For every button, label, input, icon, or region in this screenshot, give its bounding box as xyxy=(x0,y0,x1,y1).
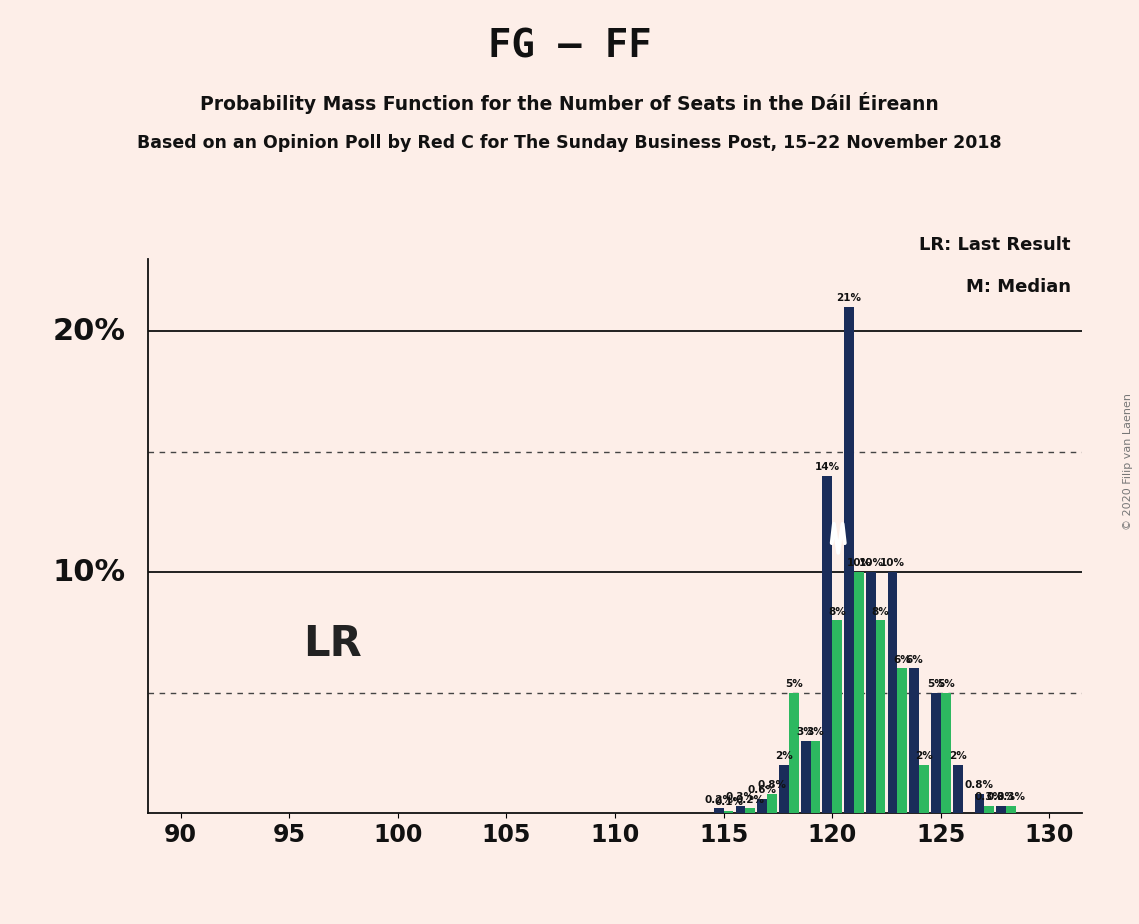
Text: 10%: 10% xyxy=(880,558,906,568)
Bar xyxy=(801,741,811,813)
Text: 5%: 5% xyxy=(937,679,954,689)
Bar xyxy=(822,476,833,813)
Text: 21%: 21% xyxy=(837,293,861,303)
Text: Based on an Opinion Poll by Red C for The Sunday Business Post, 15–22 November 2: Based on an Opinion Poll by Red C for Th… xyxy=(137,134,1002,152)
Bar xyxy=(941,693,951,813)
Bar xyxy=(866,572,876,813)
Bar xyxy=(1006,806,1016,813)
Bar xyxy=(723,810,734,813)
Text: 2%: 2% xyxy=(915,751,933,761)
Bar xyxy=(953,765,962,813)
Text: 0.2%: 0.2% xyxy=(704,795,734,805)
Bar xyxy=(931,693,941,813)
Text: 2%: 2% xyxy=(949,751,967,761)
Bar xyxy=(767,794,777,813)
Text: 10%: 10% xyxy=(846,558,871,568)
Bar xyxy=(984,806,994,813)
Bar xyxy=(887,572,898,813)
Text: M: Median: M: Median xyxy=(966,278,1071,296)
Bar xyxy=(909,668,919,813)
Text: 10%: 10% xyxy=(859,558,884,568)
Bar xyxy=(876,620,885,813)
Bar xyxy=(898,668,907,813)
Bar xyxy=(811,741,820,813)
Bar xyxy=(975,794,984,813)
Text: 8%: 8% xyxy=(828,607,846,616)
Bar xyxy=(833,620,842,813)
Text: 5%: 5% xyxy=(927,679,945,689)
Bar xyxy=(854,572,863,813)
Bar xyxy=(757,798,767,813)
Bar xyxy=(779,765,789,813)
Text: 6%: 6% xyxy=(893,655,911,665)
Text: 8%: 8% xyxy=(871,607,890,616)
Text: LR: Last Result: LR: Last Result xyxy=(919,237,1071,254)
Bar xyxy=(745,808,755,813)
Bar xyxy=(789,693,798,813)
Text: 0.6%: 0.6% xyxy=(747,785,777,795)
Bar xyxy=(997,806,1006,813)
Text: Probability Mass Function for the Number of Seats in the Dáil Éireann: Probability Mass Function for the Number… xyxy=(200,92,939,115)
Text: 2%: 2% xyxy=(775,751,793,761)
Bar xyxy=(736,806,745,813)
Text: 0.2%: 0.2% xyxy=(736,795,764,805)
Text: 0.3%: 0.3% xyxy=(975,792,1003,802)
Text: 20%: 20% xyxy=(52,317,125,346)
Text: 0.3%: 0.3% xyxy=(997,792,1025,802)
Bar xyxy=(844,307,854,813)
Text: 5%: 5% xyxy=(785,679,803,689)
Text: 0.8%: 0.8% xyxy=(965,780,994,790)
Text: © 2020 Filip van Laenen: © 2020 Filip van Laenen xyxy=(1123,394,1133,530)
Text: 0.3%: 0.3% xyxy=(726,792,755,802)
Text: LR: LR xyxy=(303,624,362,665)
Bar xyxy=(919,765,929,813)
Bar xyxy=(714,808,723,813)
Text: 3%: 3% xyxy=(797,727,814,737)
Text: 0.3%: 0.3% xyxy=(986,792,1016,802)
Text: 6%: 6% xyxy=(906,655,923,665)
Text: 0.1%: 0.1% xyxy=(714,797,743,807)
Text: FG – FF: FG – FF xyxy=(487,28,652,66)
Text: 3%: 3% xyxy=(806,727,825,737)
Text: 0.8%: 0.8% xyxy=(757,780,787,790)
Text: 10%: 10% xyxy=(52,557,125,587)
Text: 14%: 14% xyxy=(814,462,839,472)
